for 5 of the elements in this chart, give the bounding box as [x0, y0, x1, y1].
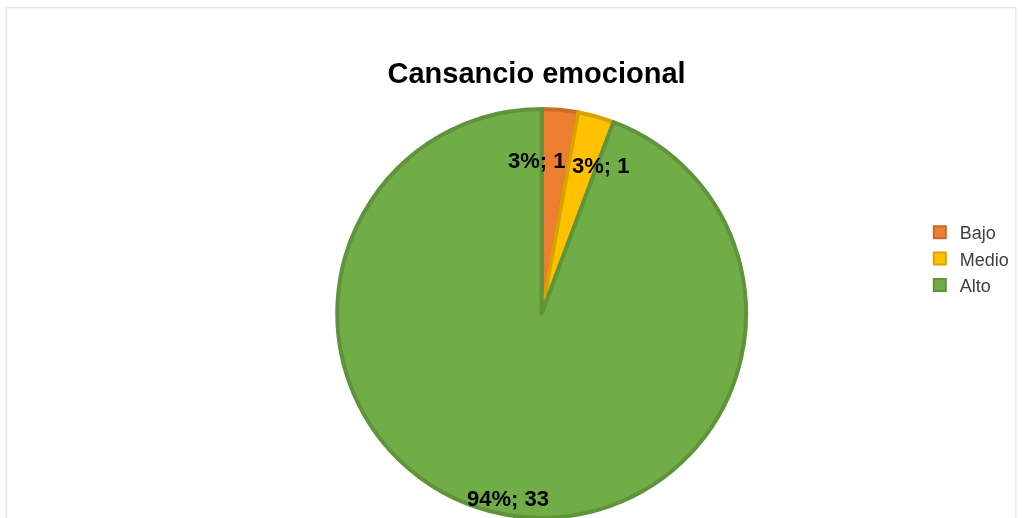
chart-title: Cansancio emocional [387, 56, 686, 89]
legend-label: Medio [959, 249, 1009, 270]
legend-label: Bajo [959, 223, 996, 244]
legend-label: Alto [959, 276, 991, 297]
data-label: 94%; 33 [467, 486, 549, 511]
